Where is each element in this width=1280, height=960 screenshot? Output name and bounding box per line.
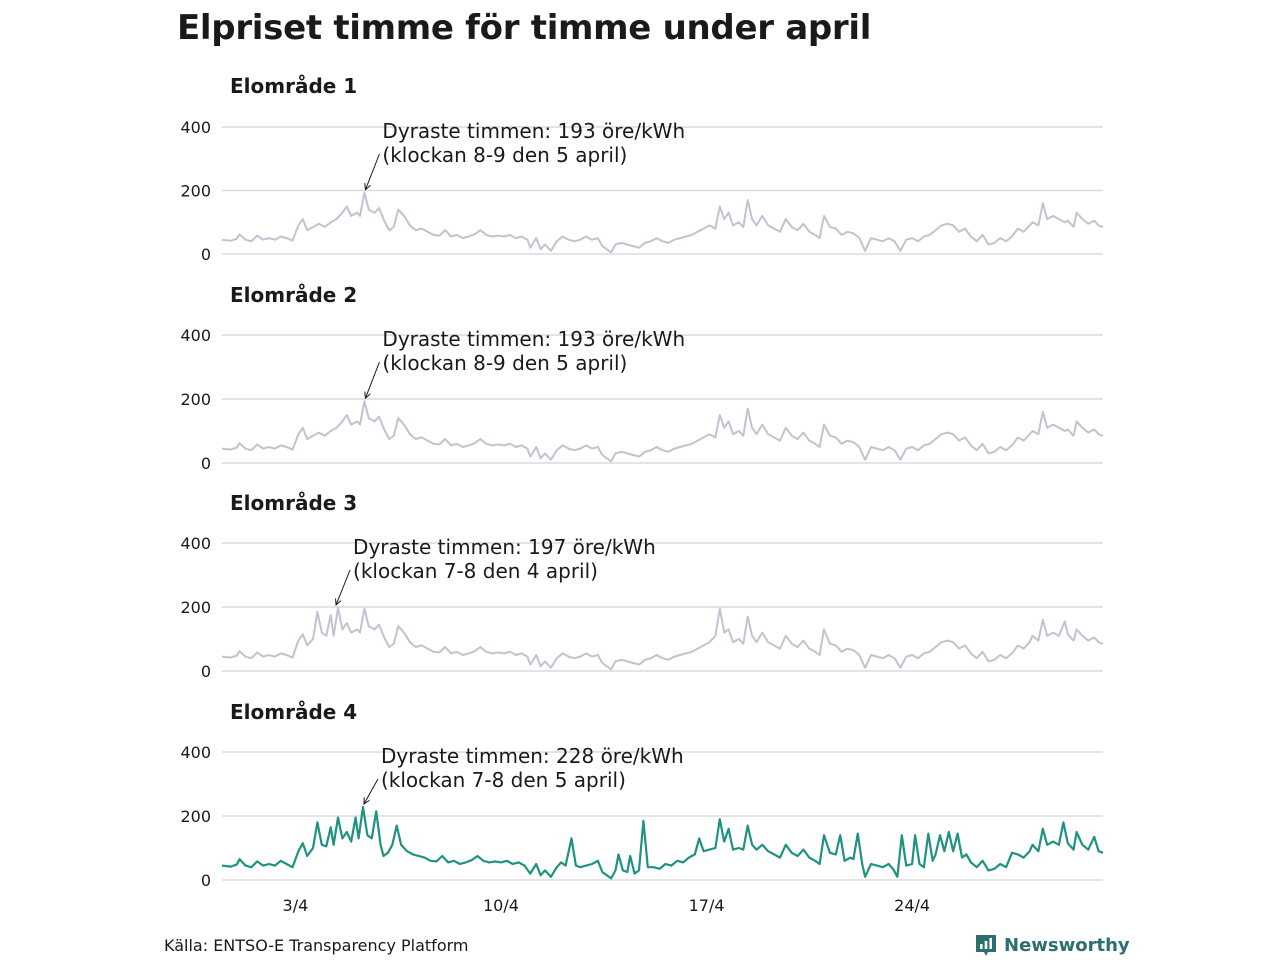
- annotation-line-1: Dyraste timmen: 193 öre/kWh: [382, 119, 685, 143]
- y-tick-label: 0: [201, 245, 211, 264]
- chart-panel-1: Elområde 1 0 200 400 Dyraste timmen: 193 öre…: [180, 74, 1104, 264]
- y-tick-label: 0: [201, 871, 211, 890]
- x-tick-label: 10/4: [483, 896, 519, 915]
- x-tick-label: 17/4: [689, 896, 725, 915]
- panel-title: Elområde 4: [230, 700, 357, 724]
- annotation-arrow: [365, 361, 380, 398]
- price-line: [221, 607, 1104, 671]
- chart-panel-2: Elområde 2 0 200 400 Dyraste timmen: 193 öre…: [180, 283, 1104, 473]
- annotation-line-2: (klockan 8-9 den 5 april): [382, 143, 627, 167]
- y-tick-label: 200: [180, 182, 211, 201]
- y-tick-label: 400: [180, 118, 211, 137]
- brand-name: Newsworthy: [1004, 934, 1130, 956]
- annotation-line-2: (klockan 7-8 den 4 april): [353, 559, 598, 583]
- panel-title: Elområde 3: [230, 491, 357, 515]
- bar-chart-bubble-icon: [976, 935, 996, 956]
- annotation-line-1: Dyraste timmen: 193 öre/kWh: [382, 327, 685, 351]
- annotation-arrow: [364, 778, 379, 804]
- annotation-arrow: [365, 153, 380, 190]
- annotation-arrow: [336, 569, 351, 605]
- y-tick-label: 400: [180, 743, 211, 762]
- source-credit: Källa: ENTSO-E Transparency Platform: [164, 936, 469, 955]
- price-line: [221, 805, 1104, 880]
- y-tick-label: 200: [180, 807, 211, 826]
- x-tick-label: 3/4: [283, 896, 309, 915]
- chart-panel-4: Elområde 4 0 200 400 Dyraste timmen: 228 öre…: [180, 700, 1104, 915]
- y-tick-label: 0: [201, 662, 211, 681]
- price-line: [221, 191, 1104, 254]
- chart-panel-3: Elområde 3 0 200 400 Dyraste timmen: 197 öre…: [180, 491, 1104, 681]
- brand-logo: Newsworthy: [974, 932, 1130, 958]
- chart-title: Elpriset timme för timme under april: [177, 8, 872, 48]
- annotation-line-1: Dyraste timmen: 197 öre/kWh: [353, 535, 656, 559]
- x-tick-label: 24/4: [894, 896, 930, 915]
- y-tick-label: 0: [201, 454, 211, 473]
- annotation-line-1: Dyraste timmen: 228 öre/kWh: [381, 744, 684, 768]
- price-line: [221, 400, 1104, 463]
- annotation-line-2: (klockan 7-8 den 5 april): [381, 768, 626, 792]
- y-tick-label: 200: [180, 390, 211, 409]
- y-tick-label: 400: [180, 326, 211, 345]
- y-tick-label: 400: [180, 534, 211, 553]
- panel-title: Elområde 2: [230, 283, 357, 307]
- panel-title: Elområde 1: [230, 74, 357, 98]
- y-tick-label: 200: [180, 598, 211, 617]
- annotation-line-2: (klockan 8-9 den 5 april): [382, 351, 627, 375]
